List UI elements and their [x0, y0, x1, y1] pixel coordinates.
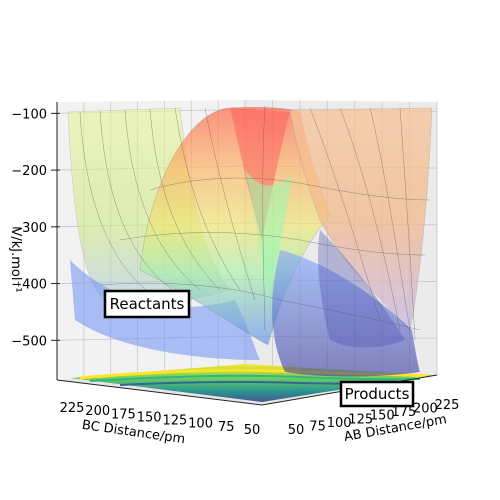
ab-tick-label: 125: [348, 412, 373, 427]
products-label: Products: [345, 385, 410, 403]
z-tick-label: −200: [11, 164, 47, 179]
bc-tick-label: 100: [188, 417, 213, 432]
reactants-annotation: Reactants: [103, 289, 191, 319]
ab-tick-label: 150: [370, 409, 395, 424]
products-annotation: Products: [339, 380, 415, 408]
ab-tick-label: 75: [309, 419, 326, 434]
z-tick-label: −400: [11, 278, 47, 293]
z-tick-label: −300: [11, 221, 47, 236]
energy-surface: [67, 105, 433, 377]
bc-tick-label: 225: [60, 401, 85, 416]
ab-tick-label: 50: [288, 423, 305, 438]
z-axis-ticks: −100 −200 −300 −400 −500: [11, 107, 60, 349]
ab-tick-label: 225: [435, 398, 460, 413]
z-tick-label: −500: [11, 334, 47, 349]
bc-tick-label: 50: [244, 423, 261, 438]
ab-tick-label: 200: [413, 402, 438, 417]
reactants-label: Reactants: [110, 295, 185, 313]
bc-axis-ticks: 225 200 175 150 125 100 75 50: [60, 401, 261, 438]
z-tick-label: −100: [11, 107, 47, 122]
ab-tick-label: 100: [327, 416, 352, 431]
bc-tick-label: 150: [137, 410, 162, 425]
bc-tick-label: 75: [218, 420, 235, 435]
z-axis-label: V/kJ.mol⁻¹: [8, 227, 23, 292]
bc-tick-label: 125: [162, 414, 187, 429]
ab-tick-label: 175: [391, 405, 416, 420]
bc-tick-label: 200: [85, 404, 110, 419]
bc-tick-label: 175: [111, 407, 136, 422]
